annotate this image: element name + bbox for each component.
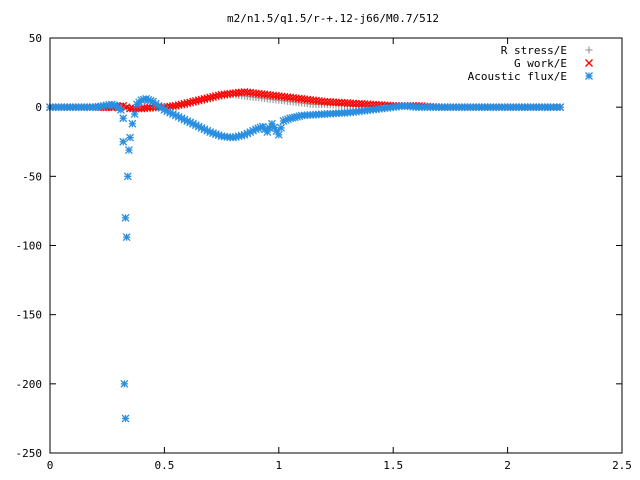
x-tick-label: 0.5	[154, 459, 174, 472]
data-point	[203, 94, 212, 103]
data-point	[128, 119, 137, 128]
y-tick-label: -100	[16, 240, 43, 253]
data-point	[126, 104, 135, 113]
data-point	[274, 130, 283, 139]
data-point	[177, 100, 186, 109]
x-tick-label: 2.5	[612, 459, 632, 472]
y-tick-label: -200	[16, 378, 43, 391]
data-point	[180, 99, 189, 108]
data-point	[189, 97, 197, 106]
x-tick-label: 0	[47, 459, 54, 472]
data-point	[206, 93, 215, 102]
y-tick-label: -250	[16, 447, 43, 460]
data-point	[191, 96, 200, 105]
x-tick-label: 1	[275, 459, 282, 472]
y-tick-label: 0	[35, 101, 42, 114]
data-point	[119, 137, 128, 146]
data-point	[200, 94, 209, 103]
y-tick-label: 50	[29, 32, 42, 45]
y-tick-label: -150	[16, 309, 43, 322]
y-tick-label: -50	[22, 170, 42, 183]
data-point	[130, 110, 139, 119]
data-point	[121, 414, 130, 423]
data-point	[186, 98, 195, 107]
data-point	[556, 103, 565, 112]
data-point	[124, 146, 133, 155]
series-2	[46, 94, 565, 423]
data-point	[120, 379, 129, 388]
x-tick-label: 1.5	[383, 459, 403, 472]
data-point	[277, 123, 286, 132]
data-point	[209, 92, 217, 101]
data-point	[237, 88, 246, 97]
data-point	[123, 172, 132, 181]
x-tick-label: 2	[504, 459, 511, 472]
data-point	[174, 101, 183, 110]
data-point	[119, 114, 128, 123]
data-point	[116, 105, 125, 114]
data-point	[126, 133, 135, 142]
data-point	[211, 92, 220, 101]
data-point	[121, 213, 130, 222]
legend-label: G work/E	[514, 57, 567, 70]
legend-label: Acoustic flux/E	[468, 70, 567, 83]
legend-marker	[585, 59, 593, 67]
legend-marker	[585, 72, 593, 80]
data-point	[122, 233, 131, 242]
plot-frame	[49, 37, 623, 454]
legend-label: R stress/E	[501, 44, 567, 57]
data-point	[194, 96, 203, 105]
data-point	[183, 99, 192, 107]
data-point	[171, 101, 180, 110]
data-point	[197, 95, 206, 104]
chart-title: m2/n1.5/q1.5/r-+.12-j66/M0.7/512	[227, 12, 439, 25]
series-layer	[46, 87, 565, 423]
legend-marker	[585, 46, 593, 54]
